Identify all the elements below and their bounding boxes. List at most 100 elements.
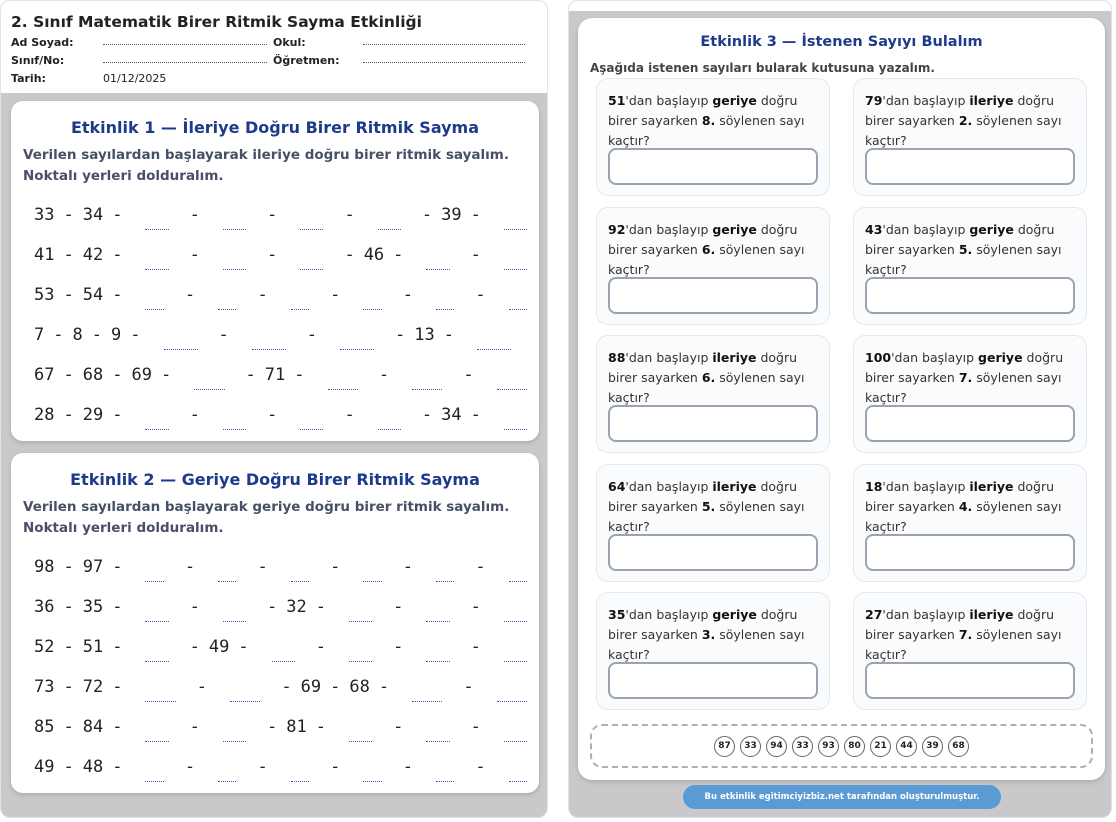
blank-fill-field[interactable] [340, 336, 374, 350]
question-text: 51'dan başlayıp geriye doğru birer sayar… [608, 91, 818, 151]
blank-fill-field[interactable] [412, 376, 443, 390]
blank-fill-field[interactable] [300, 216, 324, 230]
answer-input[interactable] [608, 662, 818, 699]
blank-fill-field[interactable] [508, 768, 527, 782]
answer-input[interactable] [608, 405, 818, 442]
blank-fill-field[interactable] [194, 376, 225, 390]
blank-fill-field[interactable] [222, 608, 247, 622]
question-text-part: doğru birer sayarken [608, 607, 798, 642]
blank-fill-field[interactable] [271, 648, 295, 662]
answer-chip: 33 [792, 735, 813, 757]
name-field[interactable] [103, 34, 267, 45]
sequence-number: 39 [441, 205, 462, 225]
question-text-part: ileriye [969, 478, 1014, 494]
blank-fill-field[interactable] [300, 256, 324, 270]
blank-fill-field[interactable] [503, 216, 527, 230]
dash-separator: - [184, 285, 196, 305]
blank-fill-field[interactable] [377, 416, 401, 430]
dash-separator: - [218, 325, 229, 345]
dash-separator: - [393, 717, 404, 737]
blank-fill-field[interactable] [426, 728, 450, 742]
blank-fill-field[interactable] [349, 648, 373, 662]
blank-fill-field[interactable] [363, 768, 382, 782]
blank-fill-field[interactable] [145, 768, 164, 782]
blank-fill-field[interactable] [290, 768, 310, 782]
blank-fill-field[interactable] [222, 256, 247, 270]
blank-fill-field[interactable] [496, 688, 527, 702]
blank-fill-field[interactable] [349, 728, 373, 742]
blank-fill-field[interactable] [145, 728, 169, 742]
blank-fill-field[interactable] [349, 608, 373, 622]
answer-input[interactable] [865, 533, 1075, 571]
blank-fill-field[interactable] [426, 648, 450, 662]
question-text: 79'dan başlayıp ileriye doğru birer saya… [865, 91, 1075, 151]
question-text-part: söylenen sayı kaçtır? [865, 370, 1062, 405]
blank-fill-field[interactable] [300, 416, 324, 430]
blank-fill-field[interactable] [145, 608, 169, 622]
answer-input[interactable] [865, 405, 1075, 442]
blank-fill-field[interactable] [503, 648, 527, 662]
blank-fill-field[interactable] [327, 376, 358, 390]
blank-fill-field[interactable] [503, 416, 527, 430]
blank-fill-field[interactable] [435, 296, 455, 310]
teacher-field[interactable] [363, 52, 525, 63]
blank-fill-field[interactable] [218, 768, 237, 782]
sequence-row: 36-35- - -32- - - [34, 587, 539, 627]
blank-fill-field[interactable] [290, 296, 310, 310]
blank-fill-field[interactable] [145, 416, 169, 430]
dash-separator: - [315, 637, 327, 657]
blank-fill-field[interactable] [230, 688, 261, 702]
blank-fill-field[interactable] [503, 728, 527, 742]
blank-fill-field[interactable] [163, 336, 198, 350]
blank-fill-field[interactable] [251, 336, 286, 350]
blank-fill-field[interactable] [426, 608, 450, 622]
blank-fill-field[interactable] [222, 728, 247, 742]
class-field[interactable] [103, 52, 267, 63]
dash-separator: - [421, 205, 433, 225]
dash-separator: - [189, 405, 200, 425]
answer-input[interactable] [608, 533, 818, 571]
blank-fill-field[interactable] [476, 336, 511, 350]
blank-fill-field[interactable] [412, 688, 443, 702]
question-text-part: 7. [958, 370, 973, 385]
question-text-part: söylenen sayı kaçtır? [865, 241, 1062, 277]
blank-fill-field[interactable] [145, 568, 164, 582]
blank-fill-field[interactable] [377, 216, 401, 230]
dash-separator: - [91, 325, 102, 345]
date-value: 01/12/2025 [103, 72, 167, 85]
blank-fill-field[interactable] [222, 416, 247, 430]
blank-fill-field[interactable] [218, 568, 237, 582]
dash-separator: - [257, 557, 268, 577]
blank-fill-field[interactable] [496, 376, 527, 390]
question-text-part: geriye [712, 93, 757, 108]
blank-fill-field[interactable] [145, 256, 169, 270]
blank-fill-field[interactable] [503, 256, 527, 270]
blank-fill-field[interactable] [503, 608, 527, 622]
blank-fill-field[interactable] [145, 296, 164, 310]
blank-fill-field[interactable] [290, 568, 310, 582]
blank-fill-field[interactable] [222, 216, 247, 230]
school-field[interactable] [363, 34, 525, 45]
sequence-number: 34 [441, 405, 462, 425]
answer-chip: 44 [896, 735, 917, 757]
blank-fill-field[interactable] [508, 568, 527, 582]
blank-fill-field[interactable] [145, 216, 169, 230]
blank-fill-field[interactable] [435, 768, 455, 782]
answer-input[interactable] [865, 276, 1075, 314]
blank-fill-field[interactable] [218, 296, 237, 310]
answer-input[interactable] [865, 148, 1075, 185]
blank-fill-field[interactable] [426, 256, 450, 270]
blank-fill-field[interactable] [508, 296, 527, 310]
blank-fill-field[interactable] [435, 568, 455, 582]
blank-fill-field[interactable] [363, 568, 382, 582]
sequence-number: 46 [363, 245, 385, 265]
answer-input[interactable] [608, 276, 818, 314]
dash-separator: - [315, 717, 327, 737]
dash-separator: - [63, 365, 74, 385]
answer-input[interactable] [865, 662, 1075, 699]
blank-fill-field[interactable] [145, 688, 176, 702]
blank-fill-field[interactable] [363, 296, 382, 310]
answer-input[interactable] [608, 148, 818, 185]
blank-fill-field[interactable] [145, 648, 169, 662]
question-box: 27'dan başlayıp ileriye doğru birer saya… [853, 592, 1087, 710]
